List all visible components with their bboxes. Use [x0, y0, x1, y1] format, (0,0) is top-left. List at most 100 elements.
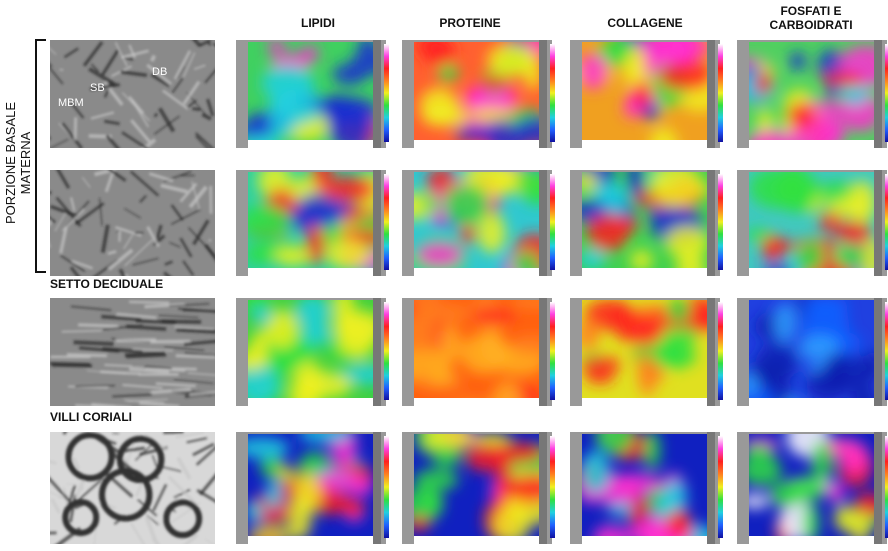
- column-header: FOSFATI E CARBOIDRATI: [766, 4, 856, 32]
- fiber: [66, 484, 77, 485]
- map-blob: [326, 239, 370, 270]
- map-blob: [766, 239, 793, 252]
- map-blob: [615, 314, 665, 344]
- fiber: [152, 56, 155, 62]
- fiber: [124, 58, 134, 59]
- fiber: [52, 365, 92, 366]
- map-blob: [634, 80, 651, 109]
- colorbar: [550, 174, 555, 270]
- column-header: LIPIDI: [268, 16, 368, 30]
- fiber: [62, 331, 102, 332]
- map-blob: [421, 490, 444, 515]
- map-blob: [251, 306, 273, 324]
- map-side: [874, 298, 882, 406]
- column-header: PROTEINE: [420, 16, 520, 30]
- fiber: [176, 356, 216, 357]
- group-label: PORZIONE BASALE MATERNA: [3, 83, 33, 243]
- map-blob: [787, 477, 826, 501]
- map-blob: [443, 184, 490, 226]
- map-axis: [248, 268, 373, 276]
- map-blob: [476, 95, 510, 108]
- map-blob: [834, 245, 865, 267]
- fiber: [44, 229, 50, 248]
- map-blob: [595, 416, 634, 455]
- fiber: [125, 353, 165, 355]
- map-blob: [790, 52, 806, 71]
- map-side: [874, 170, 882, 276]
- map-axis: [414, 140, 539, 148]
- map-blob: [627, 47, 646, 79]
- fiber: [126, 326, 166, 329]
- colorbar: [384, 436, 389, 538]
- map-axis: [582, 268, 707, 276]
- fiber: [26, 37, 51, 67]
- fiber: [74, 342, 114, 344]
- section-label: VILLI CORIALI: [50, 410, 132, 424]
- map-side: [539, 432, 547, 544]
- map-blobs: [240, 151, 391, 271]
- map-blob: [630, 250, 652, 271]
- map-blob: [293, 361, 323, 401]
- map-blob: [666, 509, 692, 538]
- map-blob: [330, 425, 357, 466]
- map-blob: [667, 297, 691, 322]
- map-blob: [775, 169, 819, 212]
- map-blob: [811, 440, 832, 483]
- map-blob: [638, 353, 657, 397]
- map-blob: [269, 97, 298, 137]
- fiber: [176, 330, 216, 332]
- map-axis: [582, 140, 707, 148]
- map-blob: [821, 72, 865, 87]
- map-side: [539, 40, 547, 148]
- fiber: [75, 117, 76, 140]
- map-blob: [755, 73, 773, 94]
- map-blob: [666, 226, 709, 259]
- map-blob: [329, 98, 378, 125]
- fiber: [78, 325, 118, 326]
- map-axis: [414, 536, 539, 544]
- fiber: [129, 302, 169, 303]
- map-blob: [586, 370, 615, 383]
- map-side: [373, 40, 381, 148]
- map-blob: [838, 221, 872, 246]
- colorbar: [550, 44, 555, 142]
- fiber: [37, 122, 50, 139]
- fiber: [155, 113, 157, 116]
- map-axis: [749, 268, 874, 276]
- map-side: [874, 40, 882, 148]
- map-blob: [472, 308, 516, 323]
- map-side: [707, 298, 715, 406]
- map-axis: [582, 398, 707, 406]
- map-blob: [807, 367, 850, 401]
- map-blob: [644, 430, 660, 469]
- map-blob: [799, 240, 825, 272]
- colorbar: [384, 44, 389, 142]
- fiber: [192, 109, 200, 110]
- map-blob: [288, 498, 312, 540]
- map-side: [539, 298, 547, 406]
- map-side: [707, 432, 715, 544]
- colorbar: [550, 302, 555, 400]
- image-label: DB: [152, 66, 167, 78]
- map-blob: [426, 367, 455, 385]
- map-side: [707, 40, 715, 148]
- map-axis: [414, 398, 539, 406]
- fiber: [161, 321, 201, 322]
- colorbar: [384, 302, 389, 400]
- fiber: [75, 386, 115, 387]
- map-blob: [580, 450, 610, 494]
- map-blob: [277, 467, 295, 482]
- figure: [0, 0, 888, 551]
- map-blob: [651, 163, 702, 206]
- map-blob: [578, 249, 606, 270]
- colorbar: [718, 44, 723, 142]
- colorbar: [718, 302, 723, 400]
- fiber: [67, 355, 107, 356]
- map-blobs-inner: [240, 151, 391, 271]
- map-side: [373, 432, 381, 544]
- image-label: MBM: [58, 97, 84, 109]
- map-blob: [274, 246, 311, 267]
- map-blob: [432, 446, 460, 468]
- colorbar: [384, 174, 389, 270]
- map-side: [373, 298, 381, 406]
